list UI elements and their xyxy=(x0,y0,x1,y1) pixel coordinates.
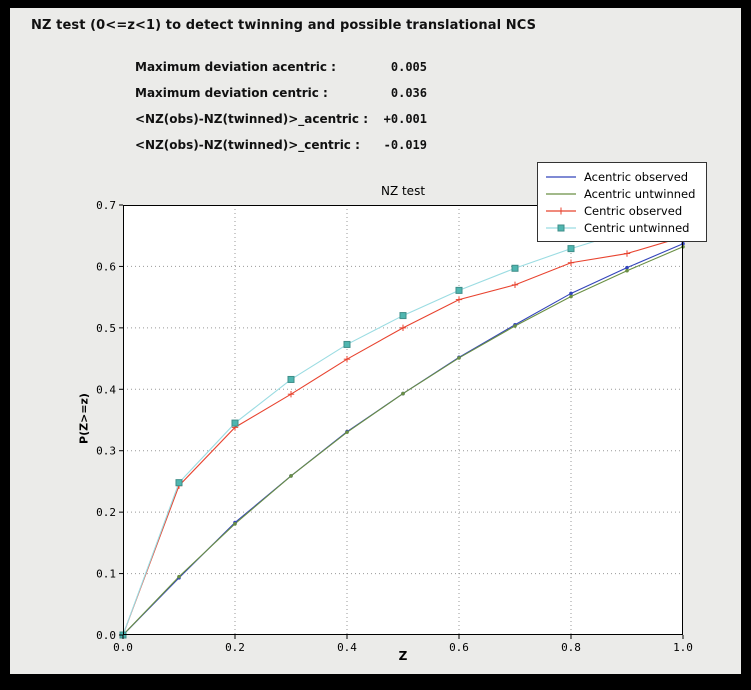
legend-entry: Acentric untwinned xyxy=(544,185,700,202)
stat-row: Maximum deviation acentric : 0.005 xyxy=(135,54,427,80)
svg-text:0.1: 0.1 xyxy=(96,568,116,581)
legend: Acentric observed Acentric untwinned Cen… xyxy=(537,162,707,242)
svg-text:0.0: 0.0 xyxy=(113,641,133,654)
svg-text:0.3: 0.3 xyxy=(96,445,116,458)
x-axis-label: Z xyxy=(398,649,408,663)
report-panel: NZ test (0<=z<1) to detect twinning and … xyxy=(10,8,741,674)
legend-swatch-acentric-untwinned xyxy=(546,192,576,195)
legend-entry: Centric observed xyxy=(544,202,700,219)
svg-text:0.4: 0.4 xyxy=(96,383,116,396)
stat-value: 0.005 xyxy=(390,60,427,74)
stat-row: <NZ(obs)-NZ(twinned)>_centric : -0.019 xyxy=(135,132,427,158)
svg-text:0.4: 0.4 xyxy=(337,641,357,654)
stat-value: -0.019 xyxy=(383,138,427,152)
svg-text:0.5: 0.5 xyxy=(96,322,116,335)
svg-text:0.2: 0.2 xyxy=(225,641,245,654)
legend-label: Centric untwinned xyxy=(584,220,690,235)
legend-swatch-centric-observed xyxy=(546,207,576,214)
stat-row: Maximum deviation centric : 0.036 xyxy=(135,80,427,106)
svg-text:0.7: 0.7 xyxy=(96,199,116,212)
stat-row: <NZ(obs)-NZ(twinned)>_acentric : +0.001 xyxy=(135,106,427,132)
stat-label: Maximum deviation acentric : xyxy=(135,60,336,74)
svg-text:0.6: 0.6 xyxy=(449,641,469,654)
legend-swatch-centric-untwinned xyxy=(546,224,576,231)
legend-entry: Centric untwinned xyxy=(544,219,700,236)
svg-text:0.6: 0.6 xyxy=(96,260,116,273)
chart-title: NZ test xyxy=(380,184,426,198)
stat-label: <NZ(obs)-NZ(twinned)>_centric : xyxy=(135,138,360,152)
legend-swatch-acentric-observed xyxy=(546,175,576,178)
y-axis-label: P(Z>=z) xyxy=(77,393,91,444)
svg-text:0.0: 0.0 xyxy=(96,629,116,642)
svg-text:0.2: 0.2 xyxy=(96,506,116,519)
legend-label: Centric observed xyxy=(584,203,683,218)
stat-label: Maximum deviation centric : xyxy=(135,86,328,100)
legend-label: Acentric untwinned xyxy=(584,186,696,201)
stat-value: 0.036 xyxy=(390,86,427,100)
plot-canvas: 0.0 0.2 0.4 0.6 0.8 1.0 0.0 0.1 0.2 0.3 0.4 0.5 0.6 0… xyxy=(96,199,693,654)
legend-label: Acentric observed xyxy=(584,169,689,184)
legend-entry: Acentric observed xyxy=(544,168,700,185)
statistics-table: Maximum deviation acentric : 0.005 Maxim… xyxy=(135,54,427,158)
stat-value: +0.001 xyxy=(383,112,427,126)
page-title: NZ test (0<=z<1) to detect twinning and … xyxy=(31,18,537,33)
svg-text:0.8: 0.8 xyxy=(561,641,581,654)
stat-label: <NZ(obs)-NZ(twinned)>_acentric : xyxy=(135,112,368,126)
svg-text:1.0: 1.0 xyxy=(673,641,693,654)
